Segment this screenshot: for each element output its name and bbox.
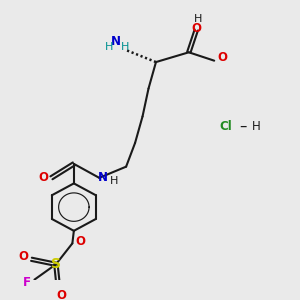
Text: O: O [76,236,86,248]
Text: O: O [38,171,48,184]
Text: –: – [239,119,246,134]
Text: O: O [191,22,201,35]
Text: H: H [105,42,113,52]
Text: Cl: Cl [220,120,233,133]
Text: N: N [98,171,108,184]
Text: S: S [51,257,61,271]
Text: O: O [18,250,28,263]
Text: H: H [194,14,202,24]
Text: H: H [120,42,129,52]
Text: N: N [111,35,121,48]
Text: O: O [218,51,228,64]
Text: H: H [110,176,118,186]
Text: F: F [23,277,31,290]
Text: H: H [252,120,260,133]
Text: O: O [56,289,66,300]
